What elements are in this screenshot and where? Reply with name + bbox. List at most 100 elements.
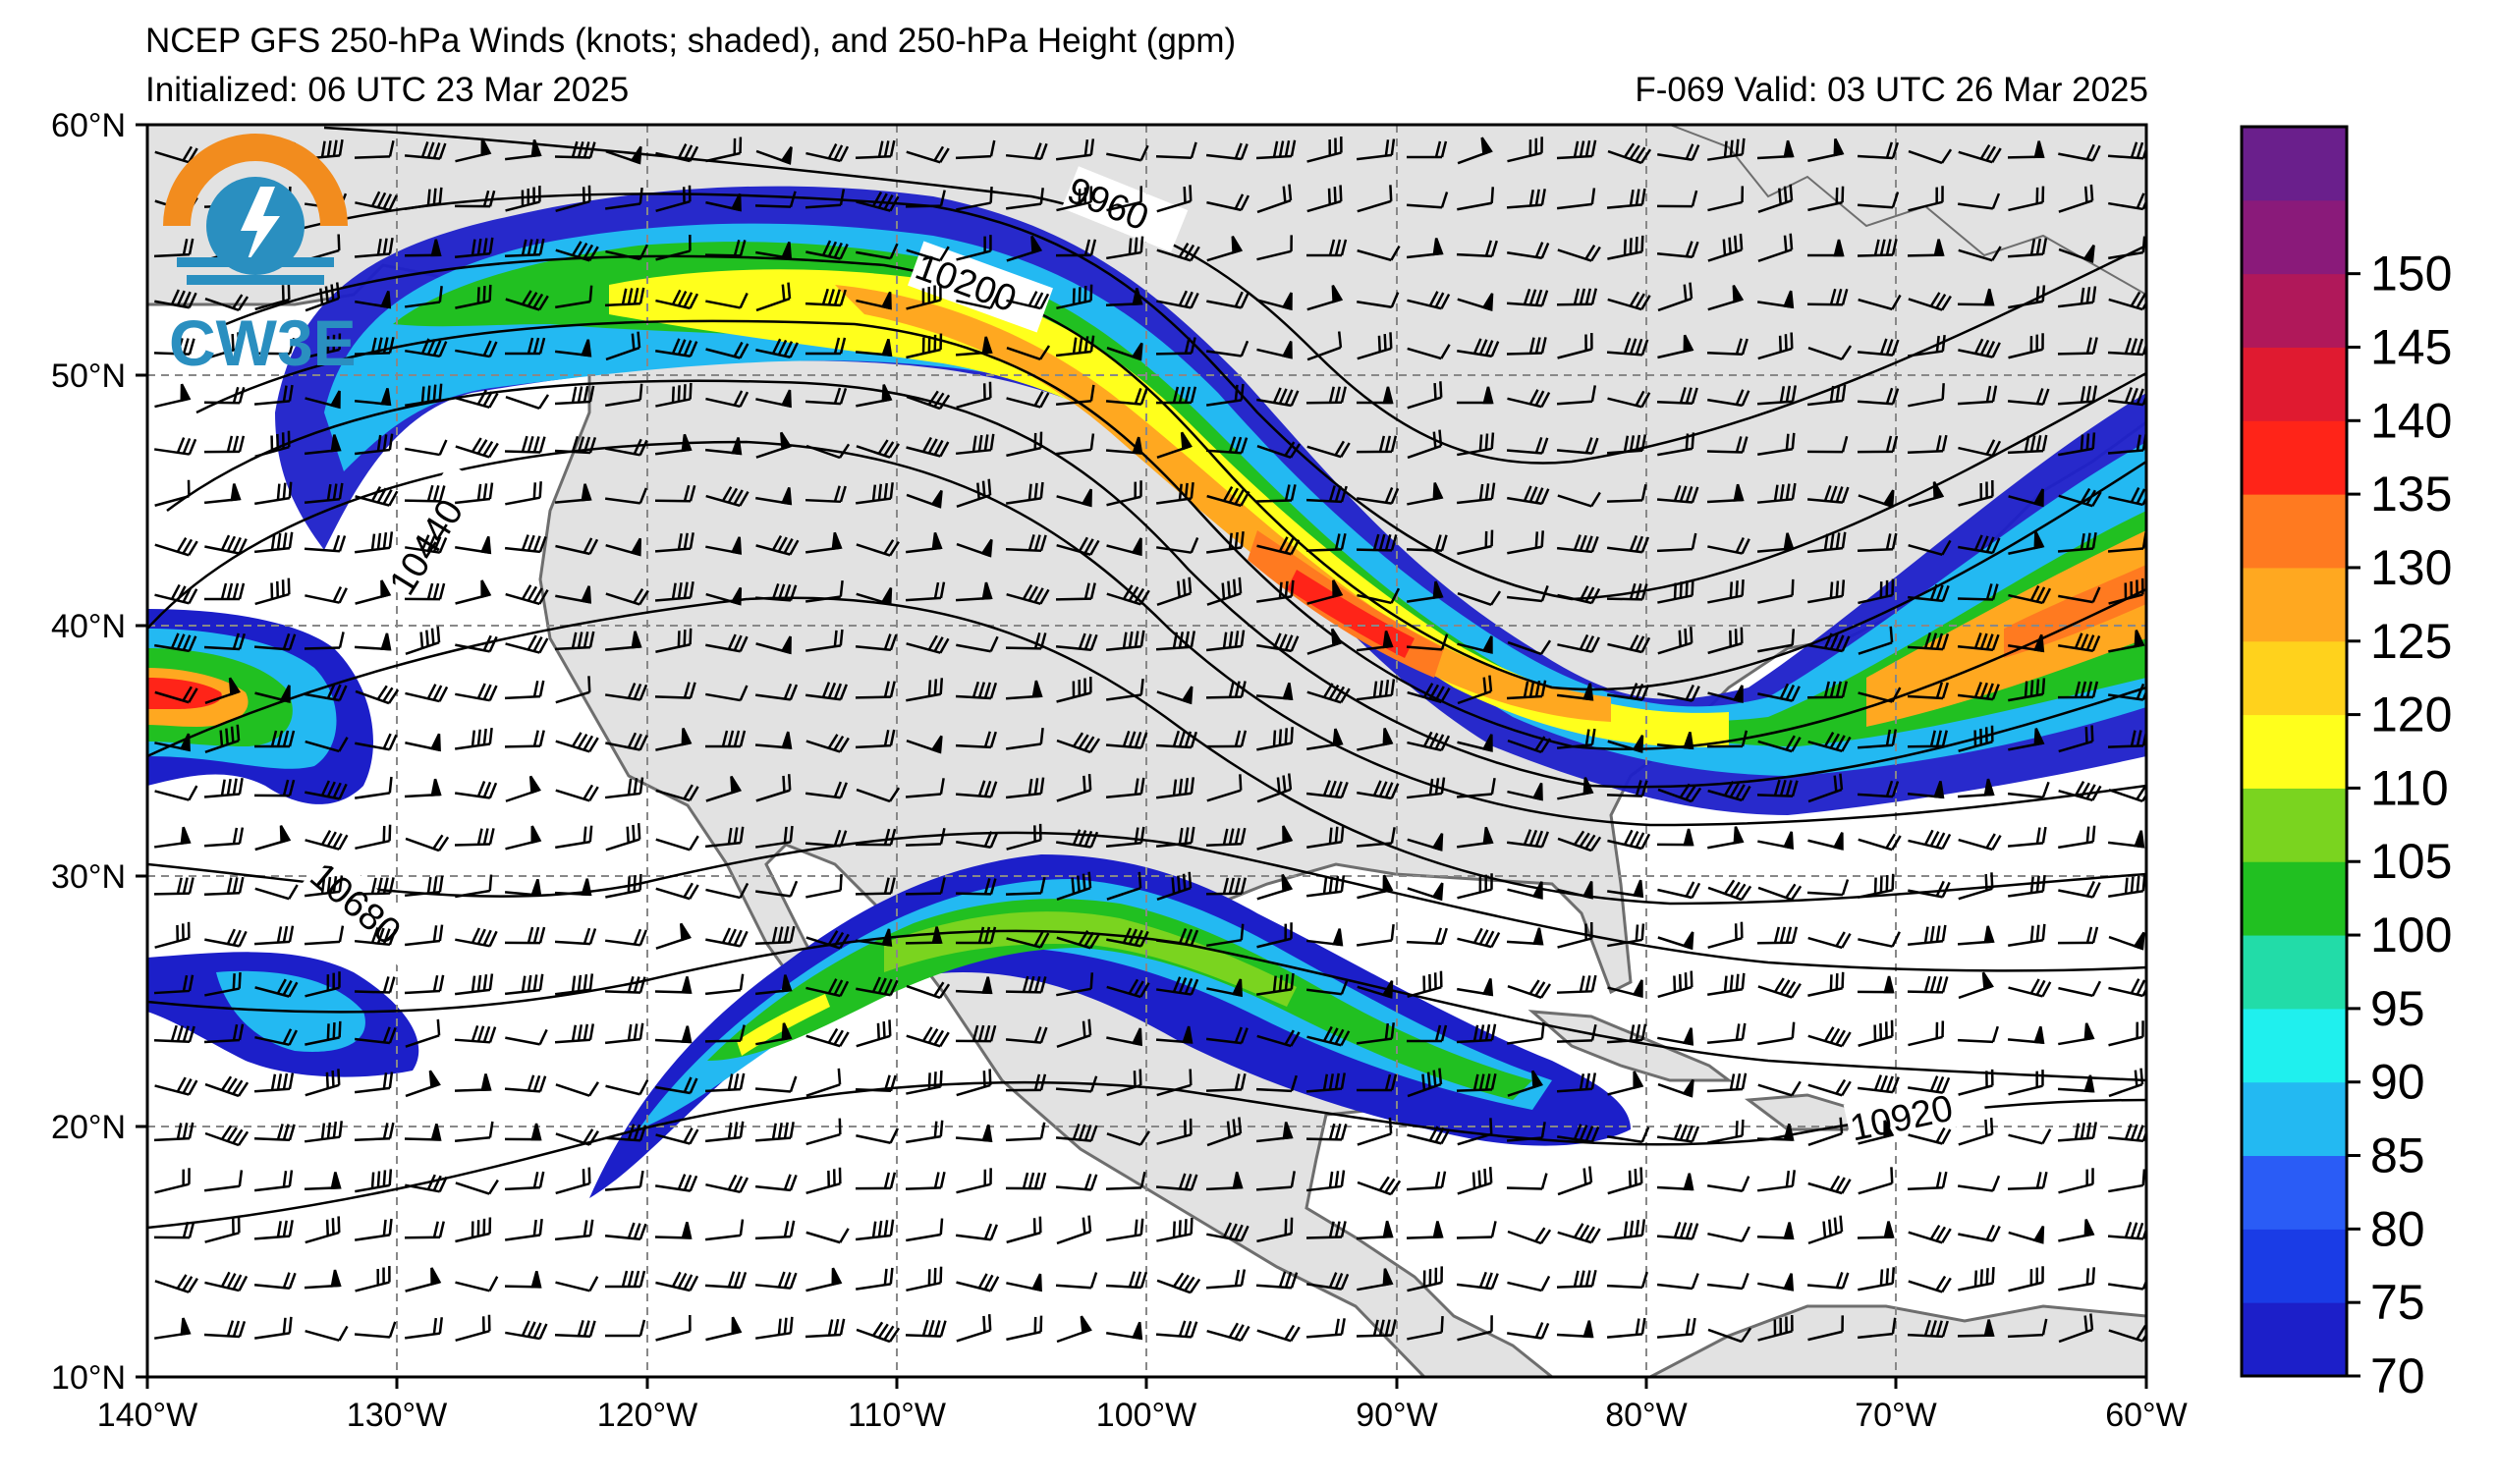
wind-barb <box>655 1127 699 1145</box>
wind-barb <box>705 390 749 409</box>
wind-barb <box>2008 530 2045 555</box>
wind-barb <box>1908 292 1952 311</box>
colorbar-segment <box>2242 347 2347 421</box>
wind-barb <box>1958 143 2002 164</box>
wind-barb <box>1506 1173 1548 1190</box>
wind-barb <box>705 536 743 555</box>
wind-barb <box>1105 388 1148 406</box>
wind-barb <box>1205 530 1245 554</box>
colorbar-segment <box>2242 1302 2347 1377</box>
wind-barb <box>1556 288 1598 306</box>
wind-barb <box>805 1228 850 1244</box>
wind-barb <box>504 730 545 748</box>
wind-barb <box>454 781 498 799</box>
wind-barb <box>305 1216 341 1244</box>
wind-barb <box>2058 1219 2095 1242</box>
wind-barb <box>254 884 299 901</box>
wind-barb <box>1707 781 1751 802</box>
wind-barb <box>253 531 294 554</box>
wind-barb <box>2108 931 2145 951</box>
height-contours <box>147 126 2146 1230</box>
wind-barb <box>1806 435 1849 454</box>
wind-barb <box>1205 1072 1247 1092</box>
wind-barb <box>1005 727 1044 750</box>
wind-barb <box>1305 1318 1346 1339</box>
wind-barb <box>1156 686 1193 705</box>
wind-barb <box>1006 1216 1042 1244</box>
wind-barb <box>1056 930 1100 950</box>
wind-barb <box>1607 979 1643 999</box>
wind-barb <box>1807 1078 1852 1097</box>
wind-barb <box>1206 774 1243 802</box>
wind-barb <box>604 1170 644 1191</box>
wind-barb <box>1907 975 1949 994</box>
wind-barb <box>805 387 848 406</box>
wind-barb <box>1907 780 1945 799</box>
wind-barb <box>955 139 996 160</box>
wind-barb <box>2008 728 2045 751</box>
wind-barb <box>1607 879 1644 899</box>
wind-barb <box>455 389 499 410</box>
wind-barb <box>1105 1171 1146 1190</box>
wind-barb <box>1507 1227 1552 1245</box>
wind-barb <box>1957 583 1999 601</box>
wind-barb <box>2058 432 2096 457</box>
wind-barb <box>1807 1026 1852 1048</box>
wind-barb <box>254 577 291 606</box>
wind-barb <box>1506 1122 1546 1142</box>
wind-barb <box>304 1172 342 1190</box>
wind-barb <box>1757 1314 1794 1342</box>
lon-label: 80°W <box>1605 1397 1688 1434</box>
wind-barb <box>1205 1269 1247 1290</box>
wind-barb <box>1657 1027 1694 1046</box>
wind-barb <box>1256 292 1293 311</box>
wind-barb <box>1006 930 1050 949</box>
wind-barb <box>1756 1124 1795 1141</box>
wind-barb <box>154 1274 198 1293</box>
wind-barb <box>805 1027 850 1048</box>
wind-barb <box>1908 186 1944 212</box>
wind-barb <box>554 631 595 651</box>
colorbar-segment <box>2242 127 2347 201</box>
wind-barb <box>1105 678 1144 701</box>
wind-barb <box>405 1018 441 1048</box>
wind-barb <box>755 338 799 358</box>
lat-label: 10°N <box>51 1359 126 1397</box>
colorbar-label: 75 <box>2370 1275 2425 1330</box>
wind-barb <box>1305 978 1349 996</box>
wind-barb <box>1857 1221 1895 1239</box>
wind-barb <box>1907 434 1948 454</box>
wind-barb <box>1205 827 1247 848</box>
lon-label: 100°W <box>1096 1397 1196 1434</box>
wind-barb <box>1055 1272 1098 1290</box>
wind-barb <box>1907 1171 1948 1191</box>
wind-barb <box>2058 244 2095 263</box>
wind-barb <box>1706 1022 1747 1045</box>
wind-barb <box>1606 1219 1646 1241</box>
wind-barb <box>1807 1315 1844 1342</box>
wind-barb <box>1106 978 1150 999</box>
wind-barb <box>805 978 850 998</box>
wind-barb <box>154 479 191 507</box>
wind-barb <box>1457 338 1500 358</box>
wind-barb <box>505 1028 548 1046</box>
wind-barb <box>1757 1080 1802 1097</box>
wind-barb <box>153 826 192 849</box>
wind-barb <box>906 390 951 411</box>
wind-barb <box>655 1174 698 1192</box>
wind-barb <box>2058 825 2096 850</box>
wind-barb <box>1807 186 1845 212</box>
wind-barb <box>1707 536 1750 555</box>
wind-barb <box>1557 880 1593 900</box>
wind-barb <box>905 531 943 554</box>
wind-barb <box>906 1026 950 1048</box>
wind-barb <box>1256 773 1293 803</box>
wind-barb <box>1105 826 1145 848</box>
wind-barb <box>604 287 645 307</box>
wind-barb <box>154 145 198 164</box>
wind-barb <box>354 237 394 258</box>
axis-ticks <box>136 123 2148 1389</box>
wind-barb <box>1657 684 1700 702</box>
wind-barb <box>1005 534 1047 552</box>
wind-barb <box>1557 1124 1600 1143</box>
